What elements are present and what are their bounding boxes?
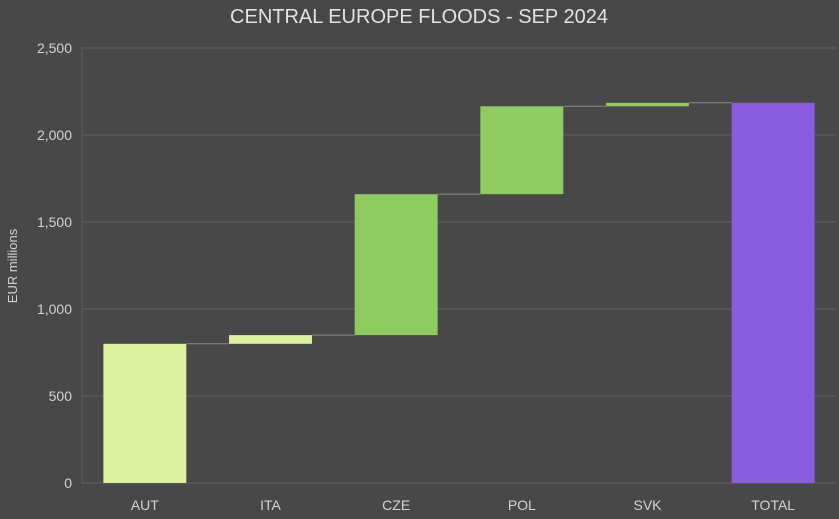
y-tick-label: 0	[64, 475, 72, 491]
x-tick-label-svk: SVK	[633, 497, 662, 513]
bar-pol	[480, 106, 564, 195]
bars	[103, 102, 815, 483]
connectors	[186, 102, 732, 345]
y-axis-ticks: 0 500 1,000 1,500 2,000 2,500	[37, 40, 72, 491]
bar-cze	[354, 194, 438, 336]
y-tick-label: 1,500	[37, 214, 72, 230]
x-tick-label-ita: ITA	[260, 497, 281, 513]
x-axis-labels: AUT ITA CZE POL SVK TOTAL	[131, 497, 795, 513]
y-tick-label: 2,000	[37, 127, 72, 143]
y-tick-label: 2,500	[37, 40, 72, 56]
bar-total	[731, 102, 815, 483]
y-tick-label: 500	[49, 388, 73, 404]
x-tick-label-total: TOTAL	[751, 497, 795, 513]
bar-ita	[229, 335, 312, 344]
x-tick-label-cze: CZE	[382, 497, 410, 513]
x-tick-label-aut: AUT	[131, 497, 159, 513]
y-axis-title: EUR millions	[5, 228, 20, 303]
x-tick-label-pol: POL	[508, 497, 536, 513]
y-tick-label: 1,000	[37, 301, 72, 317]
chart-title: CENTRAL EUROPE FLOODS - SEP 2024	[230, 6, 608, 28]
bar-svk	[606, 102, 689, 107]
gridlines	[81, 47, 836, 484]
bar-aut	[103, 343, 187, 483]
